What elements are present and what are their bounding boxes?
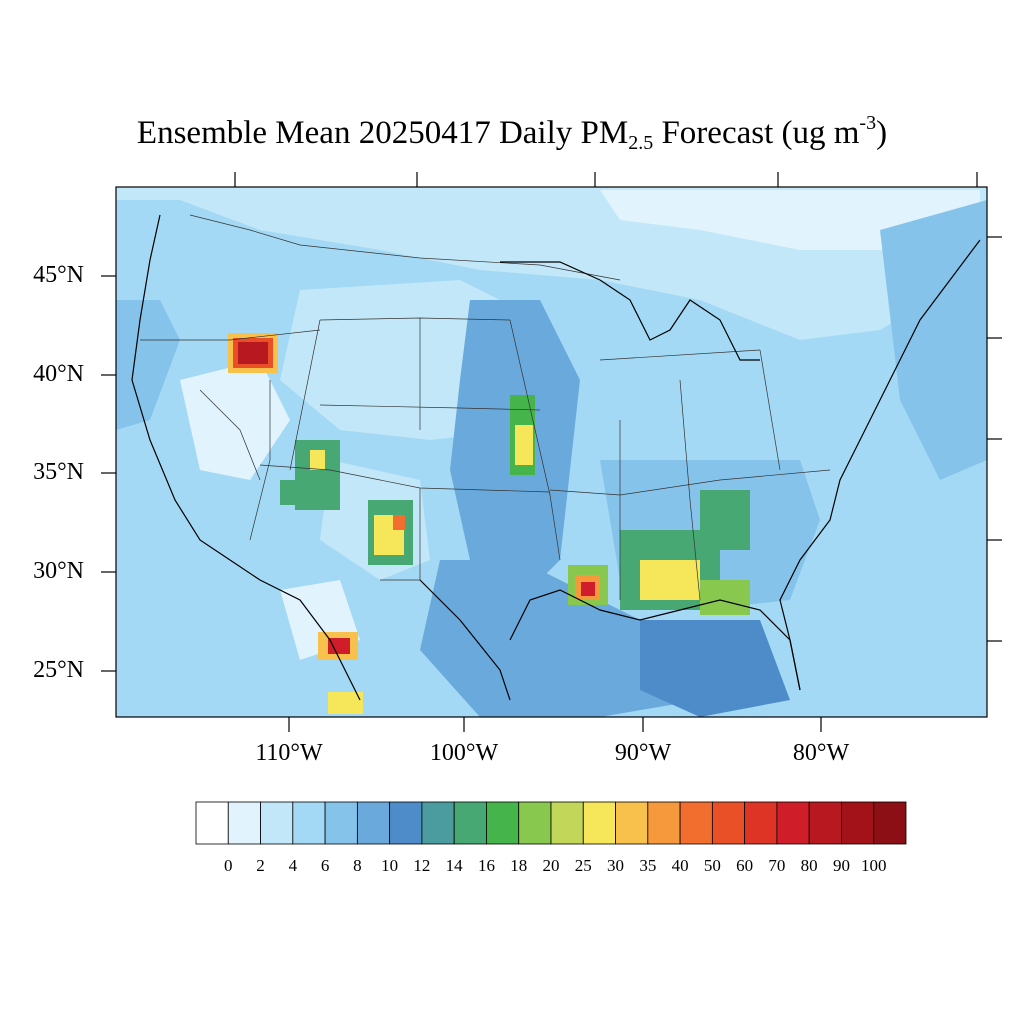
colorbar-swatch bbox=[421, 801, 455, 845]
colorbar-swatch bbox=[518, 801, 552, 845]
lon-label-100w: 100°W bbox=[429, 740, 499, 766]
map-title: Ensemble Mean 20250417 Daily PM2.5 Forec… bbox=[0, 112, 1024, 155]
region-gulf-texas bbox=[420, 560, 700, 717]
colorbar-swatch bbox=[679, 801, 713, 845]
colorbar-tick-label: 6 bbox=[320, 856, 330, 875]
colorbar-tick-label: 20 bbox=[542, 856, 560, 875]
lat-label-45: 45°N bbox=[33, 262, 84, 288]
lat-label-40: 40°N bbox=[33, 361, 84, 387]
hotspot-idaho bbox=[228, 333, 278, 373]
colorbar-swatch bbox=[808, 801, 842, 845]
colorbar-tick-label: 50 bbox=[703, 856, 721, 875]
colorbar-tick-label: 25 bbox=[574, 856, 592, 875]
colorbar-swatch bbox=[227, 801, 261, 845]
colorbar-swatch bbox=[582, 801, 616, 845]
colorbar-swatch bbox=[841, 801, 875, 845]
colorbar-swatch bbox=[356, 801, 391, 845]
hotspot-louisiana bbox=[568, 565, 608, 605]
colorbar-tick-label: 0 bbox=[224, 856, 233, 875]
axis-ticks bbox=[101, 172, 1002, 732]
hotspot-gulf-coast bbox=[620, 490, 750, 615]
colorbar-swatch bbox=[550, 801, 584, 845]
colorbar-tick-label: 80 bbox=[800, 856, 818, 875]
lat-label-25: 25°N bbox=[33, 657, 84, 683]
colorbar-tick-label: 4 bbox=[288, 856, 298, 875]
lon-label-110w: 110°W bbox=[255, 740, 323, 766]
colorbar-tick-label: 90 bbox=[832, 856, 850, 875]
hotspot-new-mexico bbox=[368, 500, 413, 565]
region-southwest-light bbox=[180, 360, 290, 480]
colorbar-swatch bbox=[453, 801, 487, 845]
coastlines bbox=[131, 214, 981, 701]
state-boundaries bbox=[140, 214, 831, 601]
lon-label-90w: 90°W bbox=[614, 740, 672, 766]
map-frame bbox=[115, 186, 988, 718]
title-superscript: -3 bbox=[859, 112, 877, 134]
title-subscript: 2.5 bbox=[628, 132, 654, 154]
colorbar-tick-label: 16 bbox=[477, 856, 495, 875]
lat-label-30: 30°N bbox=[33, 558, 84, 584]
colorbar-swatch bbox=[486, 801, 520, 845]
colorbar-tick-label: 70 bbox=[768, 856, 786, 875]
colorbar-swatch bbox=[744, 801, 778, 845]
colorbar-tick-label: 35 bbox=[639, 856, 657, 875]
colorbar-tick-label: 10 bbox=[381, 856, 399, 875]
hotspot-arizona-utah bbox=[280, 440, 340, 510]
region-pacific-coast bbox=[116, 300, 180, 430]
lon-label-80w: 80°W bbox=[792, 740, 850, 766]
hotspot-nebraska-kansas bbox=[510, 395, 535, 475]
colorbar-tick-label: 12 bbox=[413, 856, 431, 875]
colorbar-swatch bbox=[324, 801, 358, 845]
colorbar-tick-label: 14 bbox=[445, 856, 463, 875]
colorbar-tick-label: 18 bbox=[510, 856, 528, 875]
map-area bbox=[116, 187, 987, 717]
hotspot-mexico bbox=[318, 632, 363, 714]
colorbar-swatch bbox=[389, 801, 423, 845]
region-atlantic bbox=[880, 200, 987, 480]
colorbar-tick-label: 100 bbox=[860, 856, 887, 875]
colorbar-tick-label: 30 bbox=[607, 856, 625, 875]
colorbar-swatch bbox=[776, 801, 810, 845]
colorbar-swatch bbox=[260, 801, 294, 845]
colorbar-swatch bbox=[711, 801, 746, 845]
colorbar bbox=[195, 801, 907, 845]
colorbar-swatch bbox=[647, 801, 681, 845]
title-suffix: ) bbox=[876, 115, 888, 151]
colorbar-tick-label: 2 bbox=[256, 856, 265, 875]
colorbar-tick-label: 8 bbox=[353, 856, 362, 875]
colorbar-tick-label: 40 bbox=[671, 856, 689, 875]
colorbar-tick-label: 60 bbox=[736, 856, 754, 875]
colorbar-swatch bbox=[615, 801, 649, 845]
colorbar-swatch bbox=[292, 801, 326, 845]
title-prefix: Ensemble Mean 20250417 Daily PM bbox=[136, 115, 629, 151]
lat-label-35: 35°N bbox=[33, 459, 84, 485]
title-middle: Forecast (ug m bbox=[653, 115, 860, 151]
colorbar-swatch bbox=[195, 801, 229, 845]
colorbar-swatch bbox=[873, 801, 907, 845]
region-gulf-dark bbox=[640, 620, 790, 717]
